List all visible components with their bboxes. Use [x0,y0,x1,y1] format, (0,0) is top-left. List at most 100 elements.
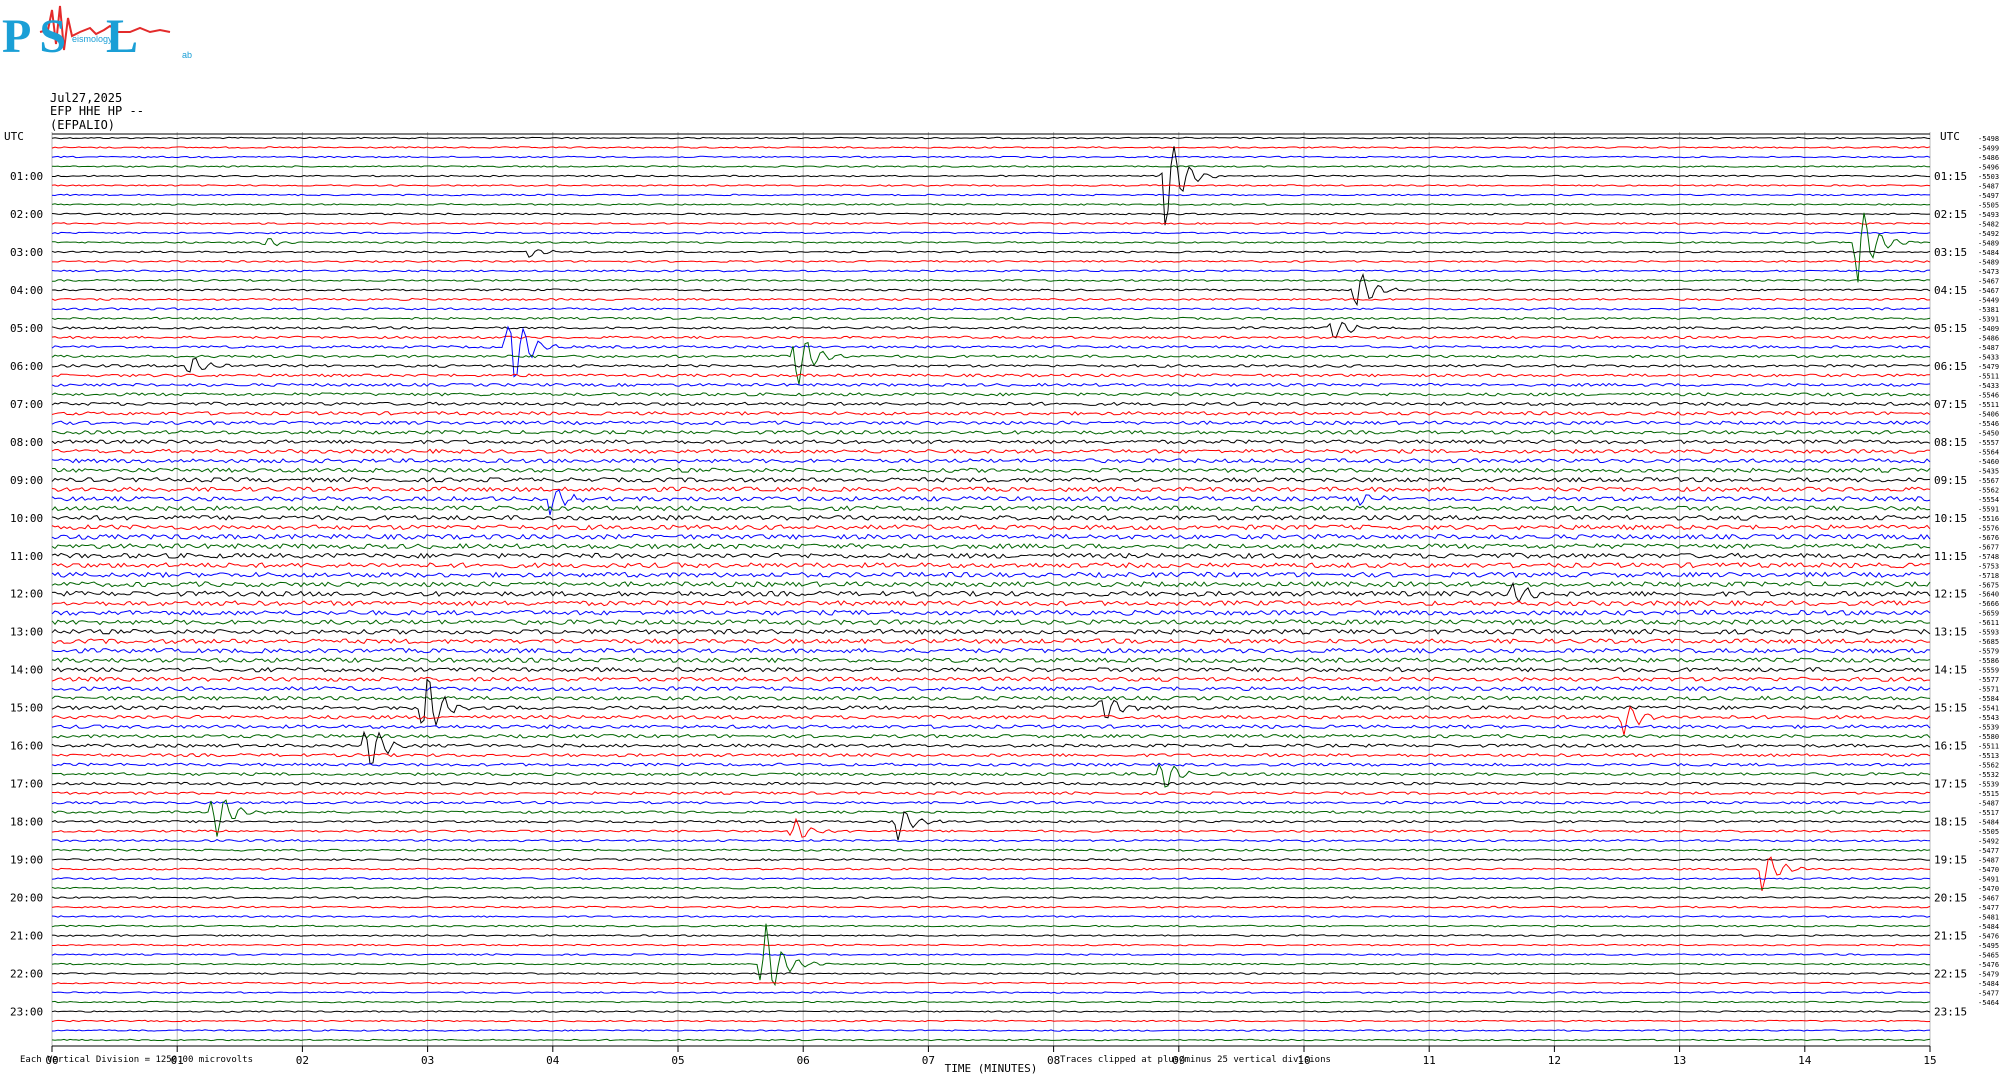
chart-date: Jul27,2025 [50,91,123,105]
hour-label-right: 11:15 [1934,550,1967,563]
trace-line [51,733,1931,739]
hour-label-left: 22:00 [10,968,43,981]
trace-mean-label: -5465 [1978,952,1999,960]
hour-label-left: 12:00 [10,588,43,601]
trace-mean-label: -5503 [1978,173,1999,181]
trace-line [51,858,1931,862]
chart-channel: EFP HHE HP -- [50,104,144,118]
trace-mean-label: -5489 [1978,239,1999,247]
trace-mean-label: -5467 [1978,287,1999,295]
trace-line [52,212,1931,283]
trace-mean-label: -5479 [1978,971,1999,979]
trace-line [51,321,1931,339]
chart-axes [51,133,1931,1052]
trace-line [51,638,1931,645]
trace-line [51,848,1931,852]
trace-line [51,382,1931,387]
hour-label-left: 05:00 [10,322,43,335]
x-tick-label: 14 [1798,1054,1812,1067]
trace-mean-label: -5487 [1978,800,1999,808]
trace-mean-label: -5433 [1978,382,1999,390]
trace-line [51,193,1930,197]
trace-line [52,943,1931,947]
hour-label-left: 20:00 [10,892,43,905]
trace-line [51,155,1931,159]
trace-line [51,896,1931,899]
x-tick-label: 09 [1172,1054,1185,1067]
trace-mean-label: -5487 [1978,857,1999,865]
trace-line [51,552,1931,559]
trace-mean-label: -5559 [1978,667,1999,675]
hour-label-left: 04:00 [10,284,43,297]
trace-mean-label: -5479 [1978,363,1999,371]
trace-line [51,411,1931,416]
hour-label-right: 23:15 [1934,1006,1967,1019]
trace-line [51,278,1931,282]
trace-line [51,533,1931,540]
hour-label-right: 07:15 [1934,398,1967,411]
trace-mean-label: -5567 [1978,477,1999,485]
hour-label-right: 17:15 [1934,778,1967,791]
hour-label-left: 02:00 [10,208,43,221]
trace-mean-label: -5467 [1978,895,1999,903]
hour-label-left: 09:00 [10,474,43,487]
hour-label-right: 14:15 [1934,664,1967,677]
trace-line [51,676,1930,682]
trace-line [51,524,1931,531]
x-axis-title: TIME (MINUTES) [945,1062,1038,1075]
trace-line [51,730,1931,765]
trace-line [52,981,1931,985]
trace-line [51,695,1931,701]
trace-line [51,619,1931,626]
trace-mean-label: -5499 [1978,144,1999,152]
trace-line [51,724,1931,730]
logo-seismogram-icon [39,5,171,51]
trace-mean-label: -5470 [1978,885,1999,893]
trace-line [51,429,1931,435]
trace-line [51,571,1931,579]
x-tick-label: 02 [296,1054,309,1067]
trace-mean-label: -5381 [1978,306,1999,314]
trace-line [51,886,1931,890]
trace-mean-label: -5611 [1978,619,1999,627]
hour-label-right: 04:15 [1934,284,1967,297]
hour-label-left: 10:00 [10,512,43,525]
trace-line [51,753,1931,758]
right-utc-label: UTC [1940,130,1960,143]
trace-mean-label: -5409 [1978,325,1999,333]
trace-mean-label: -5511 [1978,372,1999,380]
hour-label-right: 01:15 [1934,170,1967,183]
trace-line [51,678,1931,728]
trace-mean-label: -5473 [1978,268,1999,276]
trace-mean-label: -5476 [1978,933,1999,941]
trace-mean-label: -5593 [1978,629,1999,637]
hour-label-left: 08:00 [10,436,43,449]
trace-mean-label: -5481 [1978,914,1999,922]
hour-label-left: 11:00 [10,550,43,563]
minute-gridlines [51,132,1931,1046]
trace-line [51,1019,1931,1023]
trace-mean-label: -5435 [1978,467,1999,475]
trace-mean-label: -5577 [1978,676,1999,684]
trace-line [51,666,1931,673]
trace-mean-label: -5562 [1978,762,1999,770]
trace-mean-label: -5391 [1978,315,1999,323]
hour-label-left: 14:00 [10,664,43,677]
trace-line [51,458,1931,464]
trace-mean-label: -5511 [1978,401,1999,409]
hour-label-right: 12:15 [1934,588,1967,601]
hour-label-right: 02:15 [1934,208,1967,221]
x-tick-label: 15 [1923,1054,1936,1067]
trace-mean-label: -5484 [1978,249,1999,257]
trace-line [51,915,1931,918]
trace-line [51,1038,1931,1042]
trace-line [51,581,1931,603]
trace-mean-label: -5486 [1978,334,1999,342]
trace-line [51,1000,1931,1004]
trace-mean-label: -5543 [1978,714,1999,722]
trace-line [52,781,1931,786]
scale-note: Each Vertical Division = 1250.00 microvo… [20,1055,253,1065]
trace-mean-label: -5718 [1978,572,1999,580]
x-tick-label: 05 [671,1054,684,1067]
trace-mean-label: -5487 [1978,344,1999,352]
